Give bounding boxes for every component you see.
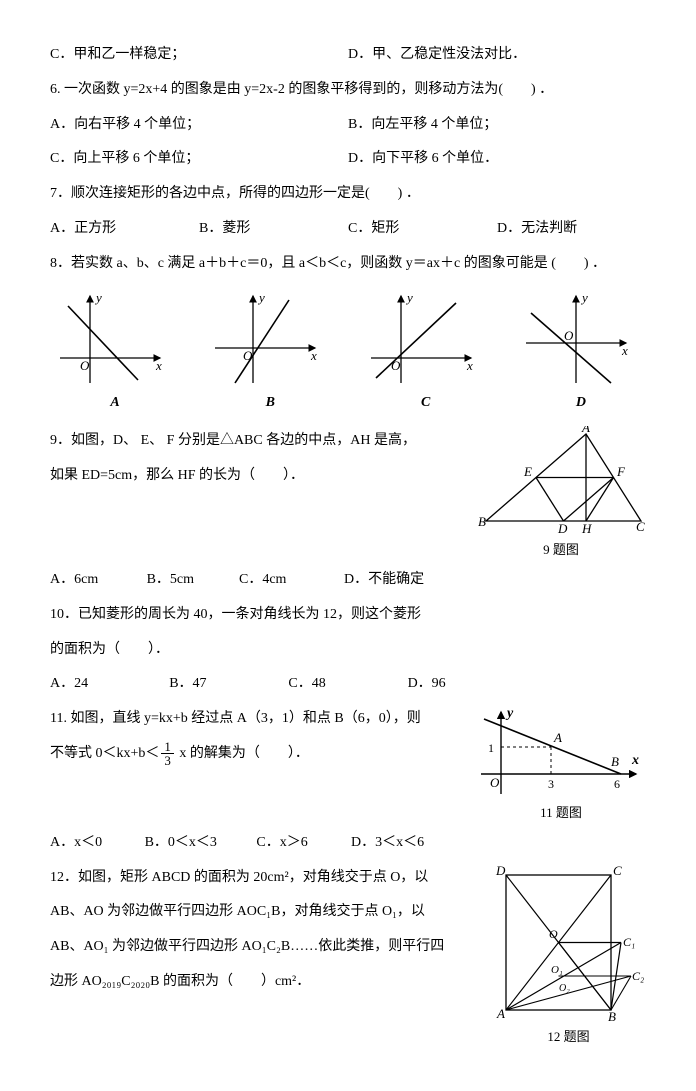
svg-text:O₂: O₂ <box>559 983 570 994</box>
svg-text:O: O <box>564 328 574 343</box>
svg-text:D: D <box>557 521 568 536</box>
svg-text:C: C <box>636 519 645 534</box>
q6-stem: 6. 一次函数 y=2x+4 的图象是由 y=2x-2 的图象平移得到的，则移动… <box>50 75 646 106</box>
svg-text:E: E <box>523 464 532 479</box>
q11-stem2b: x 的解集为（ ）． <box>176 746 309 761</box>
q11-graph-svg: O x y A B 1 3 6 <box>476 704 646 799</box>
svg-text:6: 6 <box>614 777 620 791</box>
q5-opt-d: D．甲、乙稳定性没法对比． <box>348 40 646 71</box>
svg-text:O: O <box>80 358 90 373</box>
svg-text:F: F <box>616 464 626 479</box>
q9-opt-a: A．6cm <box>50 565 147 596</box>
svg-text:3: 3 <box>548 777 554 791</box>
svg-text:y: y <box>94 290 102 305</box>
svg-text:x: x <box>310 348 317 363</box>
q7-opt-a: A．正方形 <box>50 214 199 245</box>
q6-opt-c: C．向上平移 6 个单位； <box>50 144 348 175</box>
q9-triangle-svg: A B C E F D H <box>476 426 646 536</box>
svg-text:C₂: C₂ <box>632 969 644 983</box>
svg-text:y: y <box>257 290 265 305</box>
q8-label-c: C <box>361 388 491 419</box>
fraction-one-third: 13 <box>161 740 174 767</box>
svg-text:O₁: O₁ <box>551 964 563 976</box>
svg-text:H: H <box>581 521 592 536</box>
q11-opt-a: A．x＜0 <box>50 828 145 859</box>
svg-text:C: C <box>613 863 622 878</box>
q11-stem2a: 不等式 0＜kx+b＜ <box>50 746 159 761</box>
q8-graph-c-svg: O x y <box>361 288 481 388</box>
q12-rect-svg: D C A B O C₁ O₁ C₂ O₂ <box>491 863 646 1023</box>
svg-text:B: B <box>478 514 486 529</box>
q6-options-2: C．向上平移 6 个单位； D．向下平移 6 个单位． <box>50 144 646 175</box>
q8-label-a: A <box>50 388 180 419</box>
q10-options: A．24 B．47 C．48 D．96 <box>50 669 646 700</box>
q10-stem1: 10．已知菱形的周长为 40，一条对角线长为 12，则这个菱形 <box>50 600 646 631</box>
svg-text:A: A <box>581 426 590 435</box>
svg-text:B: B <box>608 1009 616 1023</box>
q11-opt-d: D．3＜x＜6 <box>351 828 480 859</box>
q7-options: A．正方形 B．菱形 C．矩形 D．无法判断 <box>50 214 646 245</box>
q8-graph-a: O x y A <box>50 288 180 419</box>
q11-opt-c: C．x＞6 <box>256 828 351 859</box>
q8-label-b: B <box>205 388 335 419</box>
svg-text:D: D <box>495 863 506 878</box>
q10-opt-d: D．96 <box>408 669 527 700</box>
q8-graph-c: O x y C <box>361 288 491 419</box>
q6-options-1: A．向右平移 4 个单位； B．向左平移 4 个单位； <box>50 110 646 141</box>
svg-text:x: x <box>466 358 473 373</box>
q10-opt-a: A．24 <box>50 669 169 700</box>
q9-figure: A B C E F D H 9 题图 <box>476 426 646 565</box>
q6-opt-b: B．向左平移 4 个单位； <box>348 110 646 141</box>
q10-stem2: 的面积为（ ）． <box>50 635 646 666</box>
svg-text:O: O <box>549 927 558 941</box>
q11-caption: 11 题图 <box>476 799 646 828</box>
svg-text:y: y <box>580 290 588 305</box>
svg-text:x: x <box>621 343 628 358</box>
svg-text:1: 1 <box>488 741 494 755</box>
svg-text:A: A <box>496 1006 505 1021</box>
q7-stem: 7．顺次连接矩形的各边中点，所得的四边形一定是( ) ． <box>50 179 646 210</box>
q8-graph-d: O x y D <box>516 288 646 419</box>
q7-opt-d: D．无法判断 <box>497 214 646 245</box>
q9-caption: 9 题图 <box>476 536 646 565</box>
q7-opt-c: C．矩形 <box>348 214 497 245</box>
q10-opt-c: C．48 <box>288 669 407 700</box>
q5-opt-c: C．甲和乙一样稳定； <box>50 40 348 71</box>
q12-figure: D C A B O C₁ O₁ C₂ O₂ 12 题图 <box>491 863 646 1052</box>
q9-options: A．6cm B．5cm C．4cm D．不能确定 <box>50 565 470 596</box>
q9-opt-d: D．不能确定 <box>344 565 470 596</box>
q6-opt-a: A．向右平移 4 个单位； <box>50 110 348 141</box>
q9-opt-b: B．5cm <box>147 565 239 596</box>
q11-figure: O x y A B 1 3 6 11 题图 <box>476 704 646 828</box>
svg-text:y: y <box>405 290 413 305</box>
q8-graph-b-svg: O x y <box>205 288 325 388</box>
svg-text:B: B <box>611 754 619 769</box>
q8-graph-d-svg: O x y <box>516 288 636 388</box>
svg-text:O: O <box>243 348 253 363</box>
svg-text:A: A <box>553 730 562 745</box>
q5-options: C．甲和乙一样稳定； D．甲、乙稳定性没法对比． <box>50 40 646 71</box>
svg-text:C₁: C₁ <box>623 935 635 949</box>
q7-opt-b: B．菱形 <box>199 214 348 245</box>
q11-options: A．x＜0 B．0＜x＜3 C．x＞6 D．3＜x＜6 <box>50 828 480 859</box>
svg-text:O: O <box>490 775 500 790</box>
q6-opt-d: D．向下平移 6 个单位． <box>348 144 646 175</box>
q8-label-d: D <box>516 388 646 419</box>
q10-opt-b: B．47 <box>169 669 288 700</box>
q8-graphs: O x y A O x y B O x y C <box>50 288 646 419</box>
q8-stem: 8．若实数 a、b、c 满足 a＋b＋c＝0，且 a＜b＜c，则函数 y＝ax＋… <box>50 249 646 280</box>
q11-opt-b: B．0＜x＜3 <box>145 828 257 859</box>
q8-graph-b: O x y B <box>205 288 335 419</box>
q12-caption: 12 题图 <box>491 1023 646 1052</box>
q8-graph-a-svg: O x y <box>50 288 170 388</box>
svg-text:x: x <box>631 753 639 768</box>
svg-text:x: x <box>155 358 162 373</box>
q9-opt-c: C．4cm <box>239 565 344 596</box>
svg-text:y: y <box>505 706 514 721</box>
